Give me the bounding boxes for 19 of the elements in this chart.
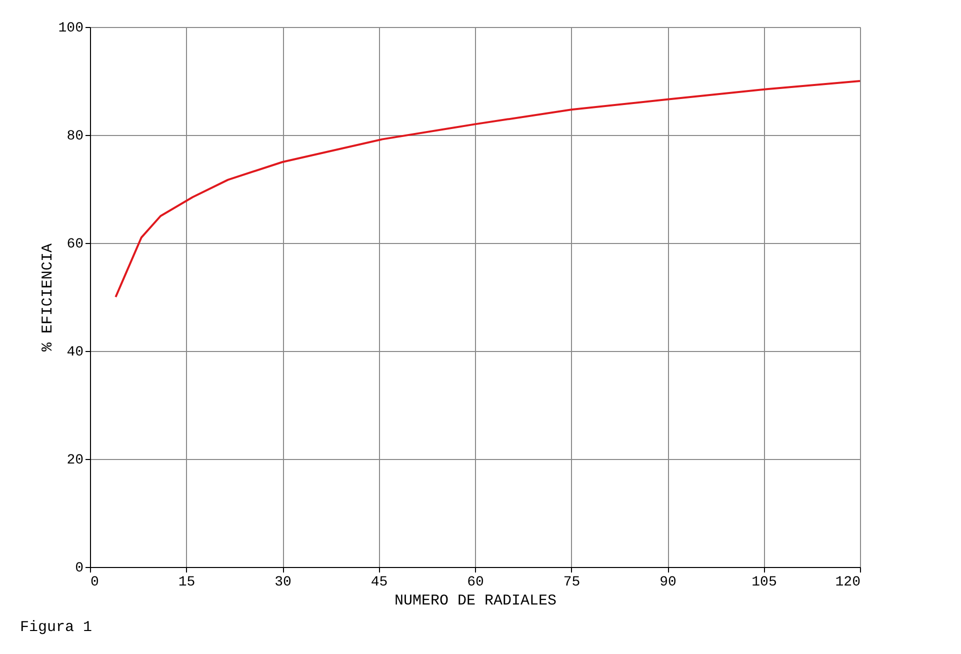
y-tick-label: 40 (66, 344, 84, 360)
y-tick-label: 0 (75, 560, 84, 576)
y-tick-label: 20 (66, 452, 84, 468)
x-tick-label: 0 (90, 574, 99, 590)
y-tick-label: 80 (66, 128, 84, 144)
x-tick-label: 90 (660, 574, 676, 590)
x-tick-label: 15 (178, 574, 196, 590)
x-tick-label: 75 (563, 574, 580, 590)
x-axis-title: NUMERO DE RADIALES (394, 592, 557, 610)
x-tick-label: 105 (752, 574, 777, 590)
line-series (114, 80, 861, 298)
x-tick-label: 120 (835, 574, 860, 590)
text: Figura 1 (20, 619, 92, 636)
y-axis-title: % EFICIENCIA (39, 243, 56, 352)
x-tick-label: 60 (467, 574, 484, 590)
y-tick-label: 60 (66, 236, 84, 252)
x-tick-label: 45 (370, 574, 388, 590)
y-tick-label: 100 (58, 20, 84, 36)
x-tick-label: 30 (274, 574, 292, 590)
